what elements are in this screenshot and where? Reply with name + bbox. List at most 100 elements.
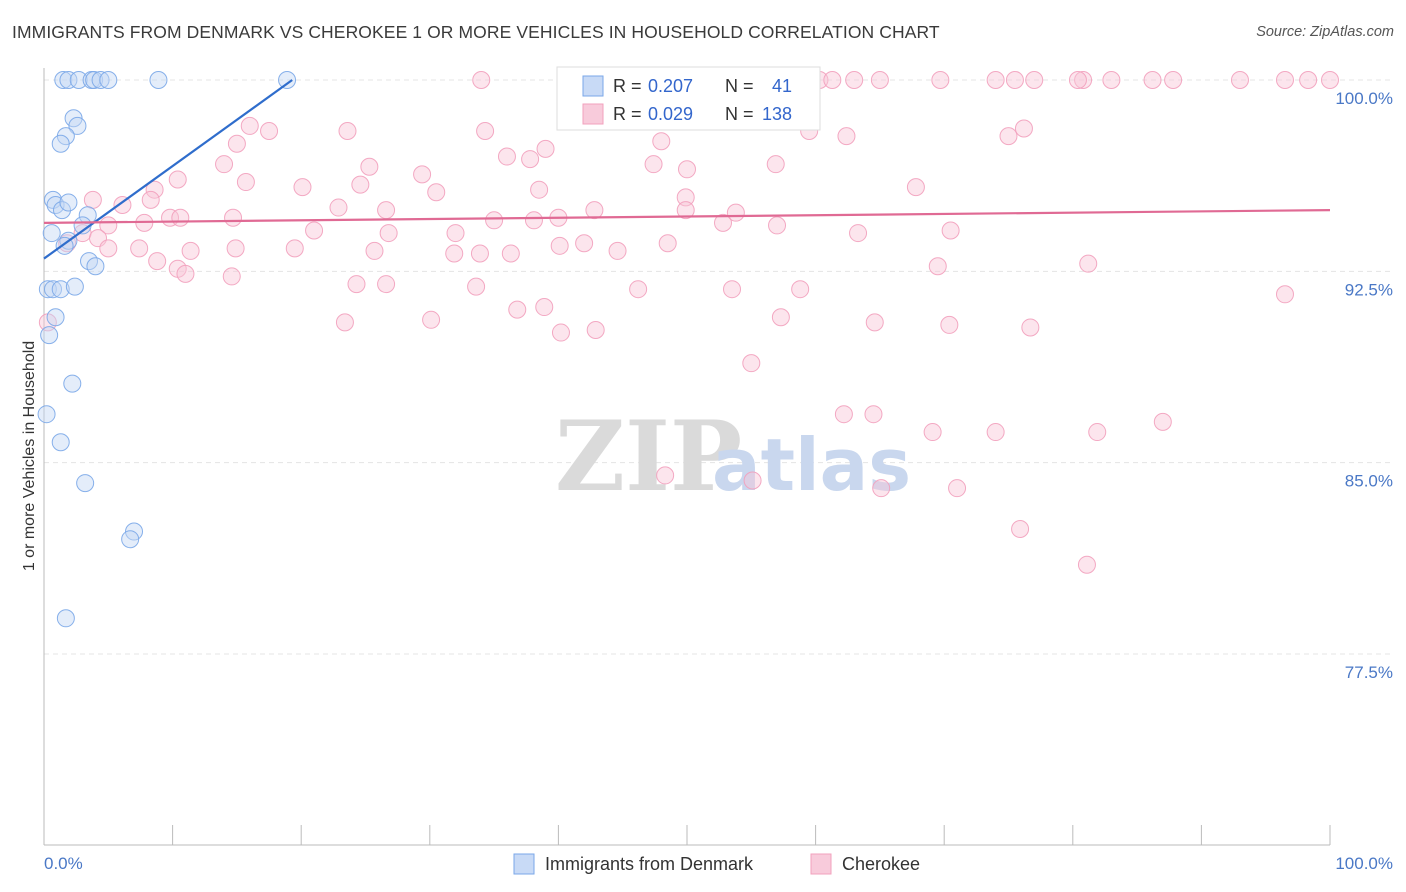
data-point (1321, 71, 1339, 89)
data-point (644, 155, 663, 174)
data-point (521, 150, 540, 169)
data-point (99, 239, 118, 258)
data-point (168, 170, 187, 189)
data-point (948, 479, 967, 498)
data-point (78, 206, 97, 225)
data-point (40, 326, 59, 345)
data-point (497, 147, 516, 166)
legend-swatch-cherokee (582, 103, 604, 125)
data-point (585, 201, 604, 220)
data-point (906, 178, 925, 197)
data-point (870, 71, 889, 89)
data-point (54, 71, 73, 89)
data-point (1153, 412, 1172, 431)
data-point (586, 321, 605, 340)
data-point (1005, 71, 1024, 89)
data-point (834, 405, 853, 424)
data-point (38, 280, 57, 299)
data-point (305, 221, 324, 240)
data-point (608, 241, 627, 260)
series-legend-swatch-denmark (513, 853, 535, 875)
data-point (928, 257, 947, 276)
data-point (524, 211, 543, 230)
data-point (723, 280, 742, 299)
data-point (1275, 285, 1294, 304)
trend-line (43, 79, 293, 260)
data-point (63, 374, 82, 393)
data-point (56, 609, 75, 628)
data-point (53, 201, 72, 220)
data-point (145, 180, 164, 199)
data-point (941, 221, 960, 240)
data-point (85, 71, 104, 89)
data-point (422, 310, 441, 329)
data-point (141, 190, 160, 209)
data-point (285, 239, 304, 258)
chart-title: IMMIGRANTS FROM DENMARK VS CHEROKEE 1 OR… (12, 22, 940, 42)
data-point (923, 423, 942, 442)
data-point (1088, 423, 1107, 442)
y-tick-label: 92.5% (1345, 280, 1393, 299)
data-point (360, 157, 379, 176)
data-point (1011, 519, 1030, 538)
data-point (791, 280, 810, 299)
data-point (476, 122, 495, 141)
data-point (46, 308, 65, 327)
data-point (68, 116, 87, 135)
data-point (837, 127, 856, 146)
data-point (1077, 555, 1096, 574)
data-point (121, 530, 140, 549)
data-point (42, 224, 61, 243)
x-tick-label-max: 100.0% (1335, 854, 1393, 873)
data-point (467, 277, 486, 296)
data-point (377, 275, 396, 294)
data-point (222, 267, 241, 286)
data-point (224, 208, 243, 227)
data-point (379, 224, 398, 243)
data-point (338, 122, 357, 141)
data-point (236, 173, 255, 192)
data-point (91, 71, 110, 89)
data-point (575, 234, 594, 253)
data-point (65, 277, 84, 296)
data-point (446, 224, 465, 243)
data-point (999, 127, 1018, 146)
data-point (445, 244, 464, 263)
legend-n-label-denmark: N = (725, 76, 754, 96)
data-point (181, 241, 200, 260)
data-point (742, 354, 761, 373)
data-point (1021, 318, 1040, 337)
data-point (535, 298, 554, 317)
data-point (743, 471, 762, 490)
data-point (865, 313, 884, 332)
data-point (676, 188, 695, 207)
series-legend-label-denmark: Immigrants from Denmark (545, 854, 754, 874)
data-point (51, 433, 70, 452)
data-point (171, 208, 190, 227)
legend-r-value-denmark: 0.207 (648, 76, 693, 96)
watermark-zip: ZIP (555, 400, 742, 513)
y-tick-labels: 77.5% 85.0% 92.5% 100.0% (1335, 89, 1393, 682)
data-point (629, 280, 648, 299)
legend-r-value-cherokee: 0.029 (648, 104, 693, 124)
stats-legend: R = 0.207 N = 41 R = 0.029 N = 138 (556, 66, 821, 131)
data-point (1230, 71, 1249, 89)
data-point (226, 239, 245, 258)
cherokee-points (38, 71, 1339, 574)
data-point (59, 193, 78, 212)
data-point (351, 175, 370, 194)
data-point (986, 71, 1005, 89)
watermark-atlas: atlas (712, 423, 911, 507)
data-point (1275, 71, 1294, 89)
data-point (940, 315, 959, 334)
legend-n-value-cherokee: 138 (762, 104, 792, 124)
data-point (347, 275, 366, 294)
data-point (1102, 71, 1121, 89)
x-ticks (43, 825, 1331, 845)
data-point (113, 196, 132, 215)
data-point (1068, 71, 1087, 89)
data-point (44, 190, 63, 209)
y-axis-label: 1 or more Vehicles in Household (21, 341, 38, 571)
denmark-points (37, 71, 297, 628)
data-point (766, 155, 785, 174)
